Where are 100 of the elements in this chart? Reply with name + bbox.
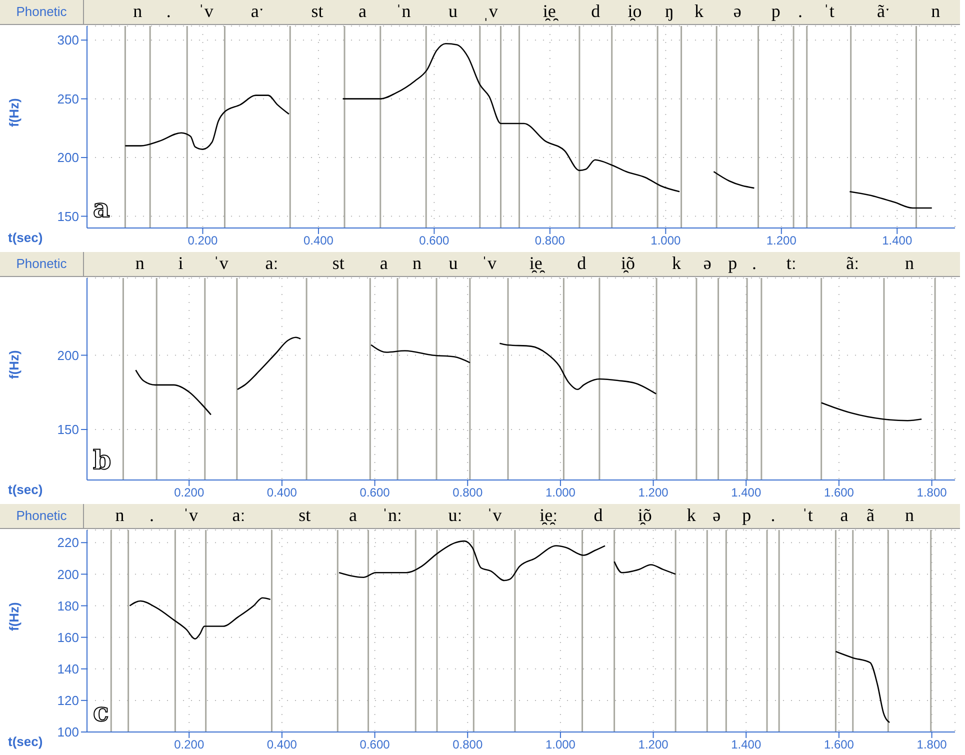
y-tick-label: 200 — [57, 348, 79, 363]
y-tick-label: 180 — [57, 598, 79, 614]
ref-line-label: aˑ — [250, 1, 264, 22]
x-tick-label: 1.600 — [824, 486, 854, 500]
ref-line-label: k — [672, 253, 681, 274]
x-tick-label: 0.200 — [188, 234, 218, 248]
ref-line-label: i̯õ — [638, 505, 652, 526]
ref-line-label: ˈv — [481, 253, 496, 274]
ref-line-label: ə — [712, 505, 721, 526]
ref-line-label: i̯e̯ː — [540, 505, 558, 526]
ref-line-label: i — [178, 253, 184, 274]
line-series — [135, 369, 212, 416]
line-series — [820, 402, 922, 422]
x-tick-label: 1.600 — [824, 738, 854, 752]
x-tick-label: 1.400 — [731, 738, 762, 752]
ref-line-label: n — [115, 505, 124, 526]
ref-line-label: ã — [866, 505, 875, 526]
line-series — [342, 42, 680, 192]
line-series — [338, 540, 606, 582]
annotation: a — [93, 194, 110, 224]
ref-line-label: u — [448, 1, 458, 22]
y-tick-label: 160 — [57, 630, 79, 645]
text: Phonetic — [0, 252, 84, 276]
ref-line-label: . — [798, 1, 802, 22]
ref-line-label: u — [448, 253, 458, 274]
y-axis-title: f(Hz) — [6, 350, 22, 379]
ref-line-label: n — [905, 505, 914, 526]
ref-line-label: aː — [232, 505, 246, 526]
x-tick-label: 0.800 — [452, 486, 483, 500]
x-tick-label: 1.200 — [638, 738, 669, 752]
ref-line-label: a — [348, 505, 357, 526]
ref-line-label: ˈt — [802, 505, 813, 526]
ref-line-label: tː — [786, 253, 796, 274]
x-tick-label: 1.200 — [638, 486, 669, 500]
ref-line-label: aː — [265, 253, 278, 274]
x-tick-label: 1.000 — [545, 486, 576, 500]
ref-line-label: i̯e̯ — [529, 253, 542, 274]
y-tick-label: 220 — [57, 535, 79, 550]
ref-line-label: a — [358, 1, 366, 22]
y-tick-label: 200 — [57, 150, 79, 166]
ref-line-label: . — [770, 505, 776, 526]
line-series — [614, 560, 676, 575]
ref-line-label: ˈn — [396, 1, 411, 22]
ref-line-label: . — [752, 253, 756, 274]
ref-line-label: ŋ — [664, 1, 674, 22]
line-series — [124, 94, 290, 150]
line-series — [849, 190, 933, 209]
x-tick-label: 1.000 — [545, 738, 576, 752]
y-tick-label: 300 — [57, 32, 79, 48]
x-tick-label: 0.800 — [534, 234, 566, 248]
x-tick-label: 0.600 — [360, 486, 390, 500]
ref-line-label: ˈv — [213, 253, 228, 274]
annotation: c — [93, 698, 109, 728]
ref-line-label: n — [412, 253, 422, 274]
ref-line-label: st — [311, 1, 324, 22]
ref-line-label: ˈnː — [382, 505, 402, 526]
y-tick-label: 140 — [57, 661, 79, 676]
ref-line-label: st — [298, 505, 311, 526]
ref-line-label: p — [742, 505, 752, 526]
ref-line-label: i̯e̯ — [542, 1, 556, 22]
ref-line-label: i̯õ — [620, 253, 635, 274]
y-tick-label: 200 — [57, 566, 79, 582]
x-tick-label: 0.400 — [266, 486, 298, 500]
y-tick-label: 250 — [57, 91, 79, 106]
ref-line-label: n — [905, 253, 914, 274]
text: Phonetic — [0, 0, 84, 24]
x-axis-title: t(sec) — [8, 734, 43, 749]
x-tick-label: 0.200 — [174, 486, 204, 500]
x-tick-label: 1.200 — [766, 234, 797, 248]
x-tick-label: 1.800 — [916, 738, 948, 752]
ref-line-label: . — [150, 505, 154, 526]
ref-line-label: p — [728, 253, 738, 274]
ref-line-label: ãː — [846, 253, 860, 274]
y-tick-label: 120 — [57, 693, 79, 708]
ref-line-label: k — [694, 1, 704, 22]
ref-line-label: ˈv — [183, 505, 198, 526]
x-tick-label: 0.200 — [174, 738, 204, 752]
line-series — [370, 344, 471, 364]
x-tick-label: 0.400 — [303, 234, 334, 248]
ref-line-label: ãˑ — [877, 1, 890, 22]
y-tick-label: 100 — [57, 724, 79, 740]
x-tick-label: 1.400 — [882, 234, 912, 248]
line-series — [835, 650, 890, 724]
ref-line-label: d — [591, 1, 600, 22]
ref-line-label: ˈv — [198, 1, 214, 22]
x-tick-label: 1.800 — [916, 486, 948, 500]
text: Phonetic — [0, 504, 84, 528]
ref-line-label: a — [380, 253, 388, 274]
x-tick-label: 0.600 — [419, 234, 450, 248]
ref-line-label: ˈt — [823, 1, 834, 22]
ref-line-label: a — [840, 505, 848, 526]
x-tick-label: 1.000 — [650, 234, 682, 248]
ref-line-label: ˌv — [482, 1, 498, 22]
ref-line-label: k — [686, 505, 696, 526]
ref-line-label: n — [931, 1, 940, 22]
ref-line-label: d — [577, 253, 586, 274]
line-series — [499, 342, 657, 395]
ref-line-label: n — [135, 253, 144, 274]
line-series — [129, 597, 271, 640]
x-tick-label: 0.800 — [452, 738, 483, 752]
